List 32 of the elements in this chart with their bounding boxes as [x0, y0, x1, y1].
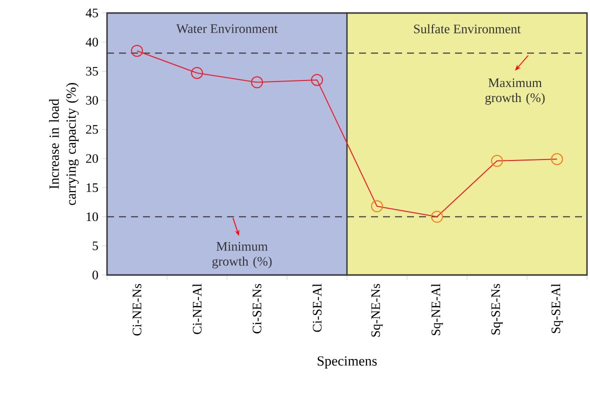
- y-tick-label: 20: [86, 154, 98, 163]
- y-tick-label: 45: [86, 8, 98, 18]
- ref-line-label: Maximum growth (%): [485, 78, 545, 105]
- x-tick-label: Ci-NE-Ns: [132, 284, 142, 336]
- y-tick-label: 0: [92, 270, 98, 280]
- y-tick-label: 25: [86, 125, 98, 134]
- x-tick-label: Ci-NE-Al: [192, 284, 202, 334]
- y-axis-title: Increase in load carrying capacity (%): [49, 83, 79, 206]
- point: [551, 153, 564, 166]
- y-tick-label: 10: [86, 212, 98, 222]
- y-tick-label: 35: [86, 66, 98, 76]
- band-label: Sulfate Environment: [414, 24, 521, 34]
- point: [311, 74, 324, 86]
- x-tick-label: Sq-NE-Ns: [371, 284, 383, 337]
- point: [491, 154, 504, 167]
- point: [431, 210, 444, 223]
- x-tick-label: Sq-NE-Al: [431, 284, 443, 336]
- x-tick-label: Ci-SE-Al: [312, 284, 322, 332]
- y-tick-label: 40: [86, 38, 98, 46]
- y-tick-label: 5: [92, 242, 98, 250]
- x-tick-label: Sq-SE-Ns: [491, 284, 503, 334]
- x-tick-label: Sq-SE-Al: [551, 284, 563, 334]
- ref-line-label: Minimum growth (%): [212, 242, 272, 268]
- x-axis-title: Specimens: [318, 356, 377, 369]
- point: [191, 66, 204, 79]
- band-label: Water Environment: [176, 24, 278, 34]
- point: [251, 76, 264, 88]
- y-tick-label: 30: [86, 96, 98, 105]
- y-tick-label: 15: [86, 183, 98, 192]
- x-tick-label: Ci-SE-Ns: [252, 284, 262, 334]
- point: [131, 44, 144, 57]
- point: [371, 200, 384, 212]
